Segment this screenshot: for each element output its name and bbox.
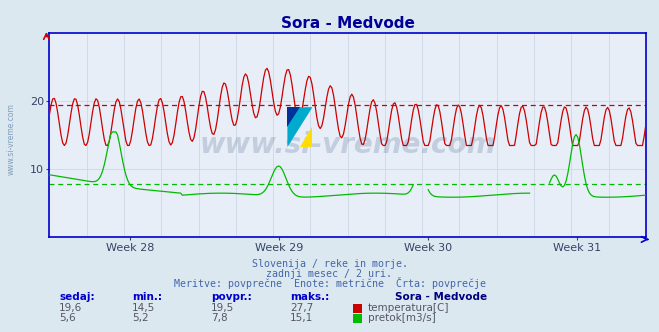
Text: pretok[m3/s]: pretok[m3/s] bbox=[368, 313, 436, 323]
Text: Meritve: povprečne  Enote: metrične  Črta: povprečje: Meritve: povprečne Enote: metrične Črta:… bbox=[173, 277, 486, 289]
Title: Sora - Medvode: Sora - Medvode bbox=[281, 16, 415, 31]
Text: maks.:: maks.: bbox=[290, 292, 330, 302]
Text: 27,7: 27,7 bbox=[290, 303, 313, 313]
Polygon shape bbox=[300, 127, 312, 147]
Text: 5,2: 5,2 bbox=[132, 313, 148, 323]
Text: 19,6: 19,6 bbox=[59, 303, 82, 313]
Text: zadnji mesec / 2 uri.: zadnji mesec / 2 uri. bbox=[266, 269, 393, 279]
Text: 19,5: 19,5 bbox=[211, 303, 234, 313]
Text: 15,1: 15,1 bbox=[290, 313, 313, 323]
Polygon shape bbox=[287, 107, 312, 147]
Text: sedaj:: sedaj: bbox=[59, 292, 95, 302]
Polygon shape bbox=[287, 107, 300, 127]
Text: 14,5: 14,5 bbox=[132, 303, 155, 313]
Text: povpr.:: povpr.: bbox=[211, 292, 252, 302]
Text: www.si-vreme.com: www.si-vreme.com bbox=[200, 131, 496, 159]
Text: min.:: min.: bbox=[132, 292, 162, 302]
Text: Sora - Medvode: Sora - Medvode bbox=[395, 292, 488, 302]
Text: www.si-vreme.com: www.si-vreme.com bbox=[7, 104, 16, 175]
Text: 7,8: 7,8 bbox=[211, 313, 227, 323]
Text: 5,6: 5,6 bbox=[59, 313, 76, 323]
Text: Slovenija / reke in morje.: Slovenija / reke in morje. bbox=[252, 259, 407, 269]
Text: temperatura[C]: temperatura[C] bbox=[368, 303, 449, 313]
